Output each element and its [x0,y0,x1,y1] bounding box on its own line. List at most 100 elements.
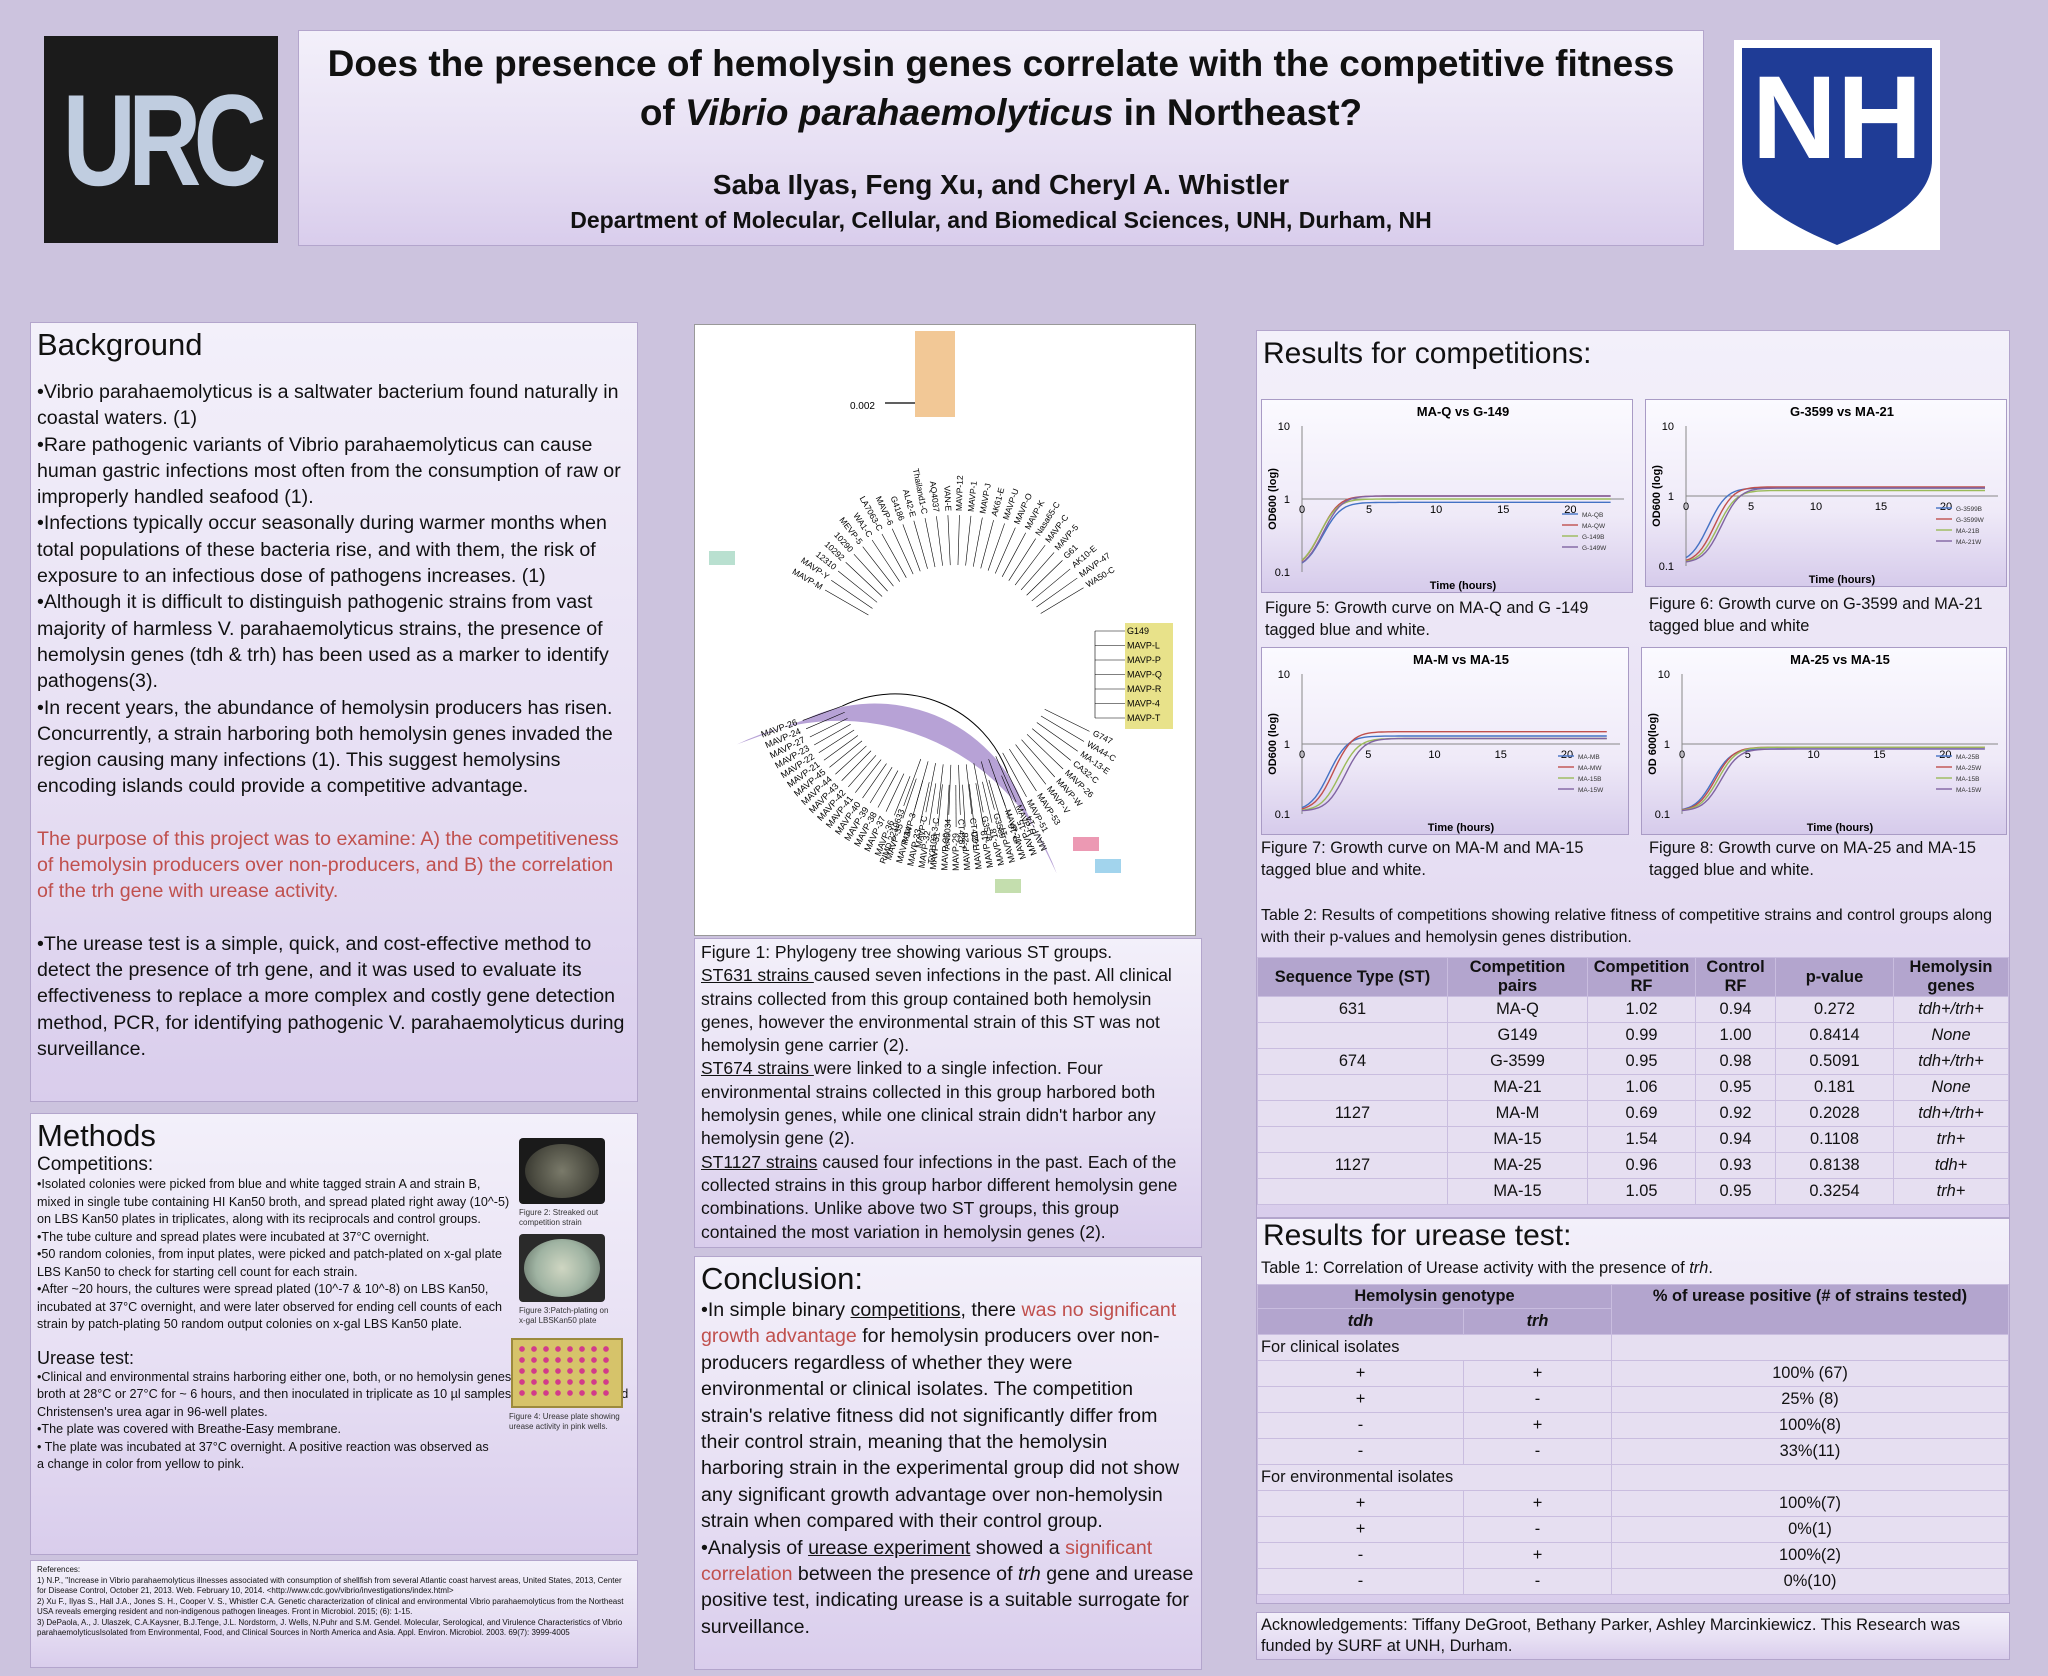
urease-cell: 33%(11) [1611,1438,2009,1465]
urc-logo: URC [44,36,278,243]
chart-x-tick: 0 [1683,501,1689,513]
clade-highlight [995,879,1021,893]
urease-section-row: For clinical isolates [1257,1334,2009,1361]
chart-y-tick: 0.1 [1275,567,1290,579]
chart-y-tick: 1 [1284,494,1290,506]
st674-note: ST674 strains were linked to a single in… [695,1057,1201,1150]
urease-header-row-2: tdh trh [1257,1308,2009,1335]
reference-2: 2) Xu F., Ilyas S., Hall J.A., Jones S. … [37,1596,624,1617]
table-cell: 0.99 [1587,1022,1696,1049]
conclusion-point-2: •Analysis of urease experiment showed a … [695,1535,1201,1641]
purple-clade-arc [842,693,1009,774]
tree-leaf-label: CT4291 [968,817,981,848]
c1d: was no significant growth advantage [701,1299,1177,1348]
background-bullet-2: •Rare pathogenic variants of Vibrio para… [37,433,621,509]
c2e: between the presence of [792,1563,1018,1586]
table-cell: G-3599 [1447,1048,1588,1075]
figure-4-caption: Figure 4: Urease plate showing urease ac… [509,1412,620,1431]
chart-y-tick: 0.1 [1275,809,1290,821]
table-cell: 0.181 [1775,1074,1894,1101]
tree-branch [995,756,1017,803]
figure-1-caption: Figure 1: Phylogeny tree showing various… [701,942,1113,962]
tree-branch [818,729,855,754]
tree-branch [862,546,894,587]
table-cell: tdh+/trh+ [1893,1048,2009,1075]
tree-branch [885,773,905,812]
tree-leaf-label: MAVP-30 [939,833,951,871]
c2d: significant correlation [701,1536,1153,1586]
figure-3-caption: Figure 3:Patch-plating on x-gal LBSKan50… [519,1306,609,1325]
tree-branch [1001,532,1026,577]
tree-leaf-label: MAVP-4 [1127,699,1160,709]
table-cell: 0.94 [1695,1126,1776,1153]
tree-branch [973,763,984,813]
legend-label: MA-15B [1578,776,1601,783]
streaked-plate-image [519,1138,605,1204]
figure-5-caption: Figure 5: Growth curve on MA-Q and G -14… [1265,599,1589,639]
c1e: for hemolysin producers over non-produce… [701,1325,1180,1533]
table-cell: 0.95 [1695,1074,1776,1101]
phylogeny-tree-svg: 0.002MAVP-26MAVP-24MAVP-27MAVP-23MAVP-22… [709,331,1173,893]
table-cell: MA-M [1447,1100,1588,1127]
tree-branch [1040,715,1085,742]
tree-branch [925,763,936,813]
tree-branch [913,520,928,569]
table-cell: 631 [1257,996,1448,1023]
col-p-value: p-value [1775,957,1894,997]
table-cell: None [1893,1074,2009,1101]
tree-branch [988,780,1002,821]
clade-highlight [1095,859,1121,873]
figure-6-caption: Figure 6: Growth curve on G-3599 and MA-… [1649,595,1983,635]
background-bullet-3: •Infections typically occur seasonally d… [37,512,607,588]
st631-note: ST631 strains caused seven infections in… [695,964,1201,1057]
urease-cell: - [1463,1438,1612,1465]
urease-row: + +100% (67) [1257,1360,2009,1387]
chart-1: MA-Q vs G-149 OD600 (log) Time (hours) 10 1 0… [1261,399,1633,593]
references-section: References: 1) N.P., "Increase in Vibrio… [30,1560,638,1668]
chart-x-label: Time (hours) [1430,580,1497,592]
chart-4: MA-25 vs MA-15 OD 600(log) Time (hours) 10 1… [1641,647,2007,835]
c1b: competitions [850,1299,961,1321]
orange-clade-highlight [915,331,955,417]
methods-step-1: •Isolated colonies were picked from blue… [37,1177,510,1226]
chart-x-label: Time (hours) [1807,822,1874,834]
table-cell [1257,1126,1448,1153]
tree-branch [845,562,883,597]
table-2-caption: Table 2: Results of competitions showing… [1261,907,1993,946]
urease-row: - +100%(2) [1257,1542,2009,1569]
urease-cell: + [1463,1412,1612,1439]
urease-row: + -0%(1) [1257,1516,2009,1543]
table-cell: tdh+/trh+ [1893,996,2009,1023]
tree-branch [988,759,1006,807]
table-cell: 0.94 [1695,996,1776,1023]
tree-branch [871,539,900,582]
urease-cell: + [1463,1542,1612,1569]
urease-cell: 25% (8) [1611,1386,2009,1413]
tree-branch [975,783,984,825]
table-cell: MA-15 [1447,1178,1588,1205]
chart-x-tick: 5 [1748,501,1754,513]
table-cell: 0.92 [1695,1100,1776,1127]
tree-leaf-label: MAVP-1 [966,480,979,512]
urease-cell: + [1257,1360,1464,1387]
chart-series-line [1301,737,1607,812]
chart-y-label: OD 600(log) [1647,713,1659,775]
tree-leaf-label: CT4287 [956,819,967,850]
tree-leaf-label: MAVP-20 [969,831,983,870]
legend-label: G-149B [1582,534,1604,541]
tree-branch [1026,734,1064,770]
tree-branch [1026,560,1063,596]
tree-branch [809,718,848,738]
table-row: MA-15 1.54 0.94 0.1108 trh+ [1257,1126,2009,1153]
chart-4-svg: MA-25 vs MA-15 OD 600(log) Time (hours) 10 1… [1647,652,1998,834]
title-line-2-post: in Northeast? [1113,92,1363,133]
table-cell: 1127 [1257,1100,1448,1127]
table-row: 631 MA-Q 1.02 0.94 0.272 tdh+/trh+ [1257,996,2009,1023]
table-cell: 0.95 [1695,1178,1776,1205]
references-heading: References: [37,1565,81,1574]
tree-leaf-label: MAVP-28 [960,832,972,870]
tree-branch [980,519,994,569]
urease-heading: Results for urease test: [1263,1219,1572,1252]
table-cell: 1.05 [1587,1178,1696,1205]
tree-branch [1031,728,1071,761]
